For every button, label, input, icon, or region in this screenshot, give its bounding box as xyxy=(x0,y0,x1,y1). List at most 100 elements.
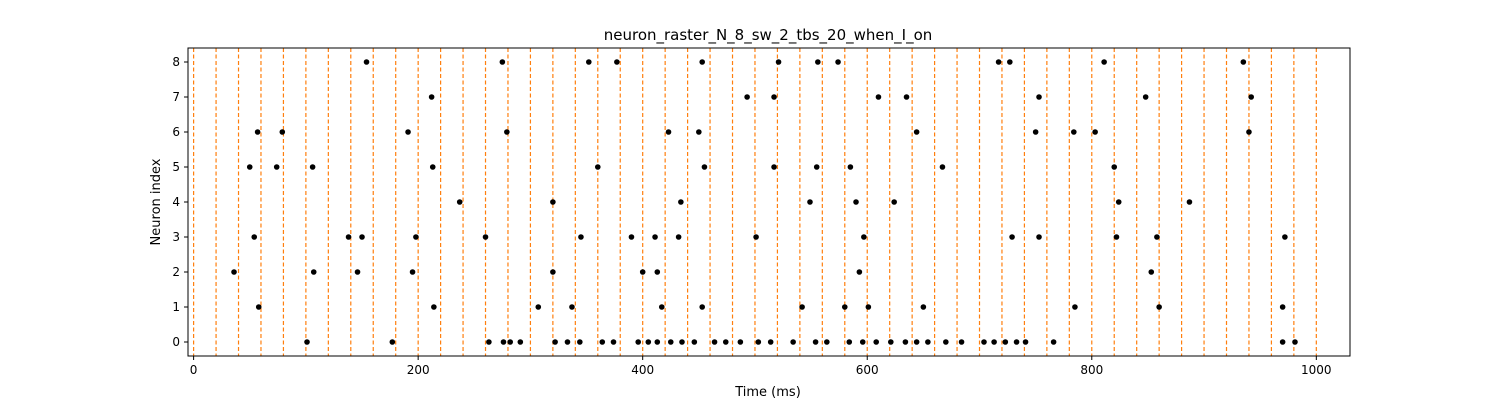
spike-point xyxy=(678,199,684,205)
spike-point xyxy=(1092,129,1098,135)
spike-point xyxy=(1279,304,1286,310)
spike-point xyxy=(1156,304,1162,310)
spike-point xyxy=(1186,199,1193,205)
spike-point xyxy=(504,129,510,135)
spike-point xyxy=(599,339,606,345)
spike-point xyxy=(429,164,436,170)
spike-point xyxy=(1113,234,1120,240)
spike-point xyxy=(913,339,920,345)
spike-point xyxy=(486,339,492,345)
spike-point xyxy=(679,339,685,345)
spike-point xyxy=(771,94,777,100)
spike-point xyxy=(853,199,859,205)
spike-point xyxy=(279,129,286,135)
spike-point xyxy=(744,94,750,100)
spike-point xyxy=(753,234,759,240)
spike-point xyxy=(665,129,672,135)
y-tick-label: 5 xyxy=(172,160,180,174)
y-tick-label: 4 xyxy=(172,195,180,209)
spike-point xyxy=(255,304,262,310)
spike-point xyxy=(696,129,702,135)
spike-point xyxy=(652,234,658,240)
spike-point xyxy=(846,339,853,345)
spike-point xyxy=(888,339,894,345)
y-axis-label: Neuron index xyxy=(149,158,164,245)
spike-point xyxy=(389,339,396,345)
spike-markers xyxy=(231,59,1298,345)
spike-point xyxy=(569,304,575,310)
spike-point xyxy=(482,234,489,240)
spike-point xyxy=(1111,164,1118,170)
spike-point xyxy=(499,59,506,65)
spike-point xyxy=(1007,59,1013,65)
spike-point xyxy=(1013,339,1020,345)
spike-point xyxy=(1036,94,1042,100)
spike-point xyxy=(405,129,411,135)
spike-point xyxy=(711,339,718,345)
spike-point xyxy=(1050,339,1057,345)
spike-point xyxy=(345,234,352,240)
spike-point xyxy=(1071,129,1077,135)
spike-point xyxy=(699,304,705,310)
spike-point xyxy=(654,339,661,345)
spike-point xyxy=(658,304,665,310)
spike-point xyxy=(1279,339,1286,345)
spike-point xyxy=(413,234,419,240)
spike-point xyxy=(847,164,854,170)
spike-point xyxy=(841,304,848,310)
spike-point xyxy=(755,339,762,345)
spike-point xyxy=(586,59,592,65)
spike-point xyxy=(767,339,774,345)
y-axis: 0 1 2 3 4 5 6 7 8 xyxy=(172,55,188,349)
y-tick-label: 2 xyxy=(172,265,180,279)
spike-point xyxy=(1282,234,1288,240)
spike-point xyxy=(920,304,927,310)
spike-point xyxy=(550,199,556,205)
spike-point xyxy=(1154,234,1160,240)
spike-point xyxy=(635,339,642,345)
spike-point xyxy=(552,339,558,345)
spike-point xyxy=(902,339,909,345)
spike-point xyxy=(409,269,416,275)
y-tick-label: 0 xyxy=(172,335,180,349)
y-tick-label: 1 xyxy=(172,300,180,314)
spike-point xyxy=(799,304,805,310)
x-tick-label: 0 xyxy=(190,363,198,377)
x-tick-label: 600 xyxy=(856,363,879,377)
spike-point xyxy=(813,164,820,170)
spike-point xyxy=(354,269,361,275)
spike-point xyxy=(550,269,556,275)
spike-point xyxy=(1142,94,1149,100)
spike-point xyxy=(939,164,946,170)
spike-point xyxy=(1292,339,1298,345)
x-tick-label: 800 xyxy=(1080,363,1103,377)
spike-point xyxy=(456,199,463,205)
spike-point xyxy=(981,339,987,345)
spike-point xyxy=(991,339,997,345)
x-tick-label: 200 xyxy=(407,363,430,377)
spike-point xyxy=(1032,129,1039,135)
spike-point xyxy=(246,164,253,170)
spike-point xyxy=(310,269,317,275)
spike-point xyxy=(1248,94,1255,100)
spike-point xyxy=(667,339,674,345)
spike-point xyxy=(859,339,866,345)
spike-point xyxy=(610,339,617,345)
spike-point xyxy=(1022,339,1029,345)
spike-point xyxy=(865,304,872,310)
spike-point xyxy=(861,234,867,240)
spike-point xyxy=(564,339,571,345)
spike-point xyxy=(691,339,698,345)
spike-point xyxy=(500,339,507,345)
chart-title: neuron_raster_N_8_sw_2_tbs_20_when_I_on xyxy=(604,26,933,45)
spike-point xyxy=(1148,269,1155,275)
spike-point xyxy=(943,339,949,345)
spike-point xyxy=(790,339,796,345)
spike-point xyxy=(815,59,821,65)
spike-point xyxy=(995,59,1002,65)
spike-point xyxy=(535,304,542,310)
spike-point xyxy=(722,339,729,345)
spike-point xyxy=(1036,234,1042,240)
spike-point xyxy=(1101,59,1107,65)
spike-point xyxy=(304,339,310,345)
